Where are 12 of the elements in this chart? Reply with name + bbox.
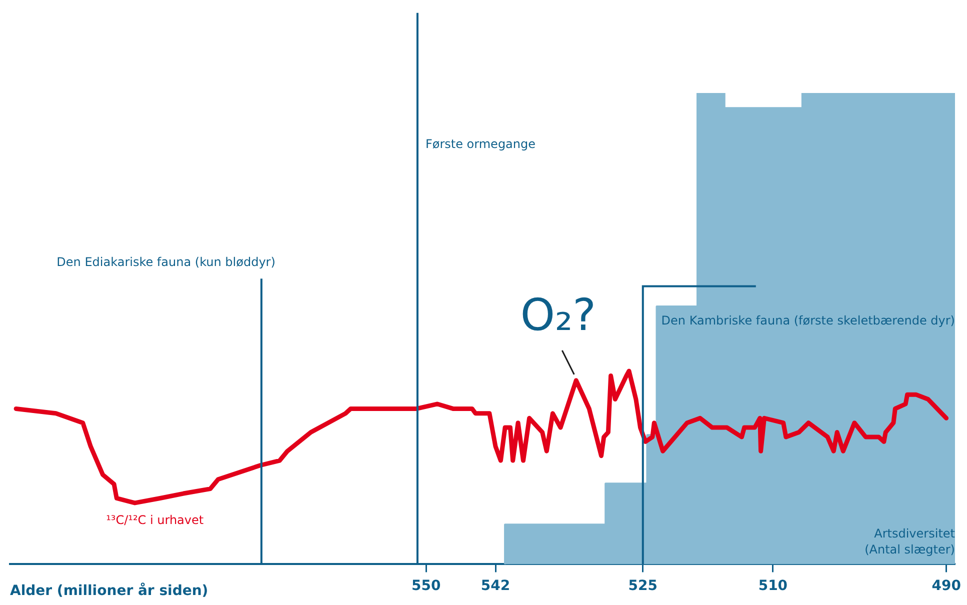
x-tick-label: 490 (932, 578, 962, 594)
annotation: O₂? (520, 290, 596, 341)
x-tick-label: 550 (412, 578, 442, 594)
x-tick-label: 525 (628, 578, 658, 594)
x-tick-label: 510 (758, 578, 788, 594)
x-tick-label: 542 (480, 578, 510, 594)
series-label: ¹³C/¹²C i urhavet (106, 513, 204, 528)
series-label: Artsdiversitet (Antal slægter) (864, 526, 956, 556)
ref-line-label: Første ormegange (425, 136, 536, 151)
x-axis-title: Alder (millioner år siden) (10, 582, 208, 599)
ref-line-label: Den Kambriske fauna (første skeletbærende dyr) (661, 313, 955, 328)
ref-line-label: Den Ediakariske fauna (kun bløddyr) (56, 254, 276, 269)
